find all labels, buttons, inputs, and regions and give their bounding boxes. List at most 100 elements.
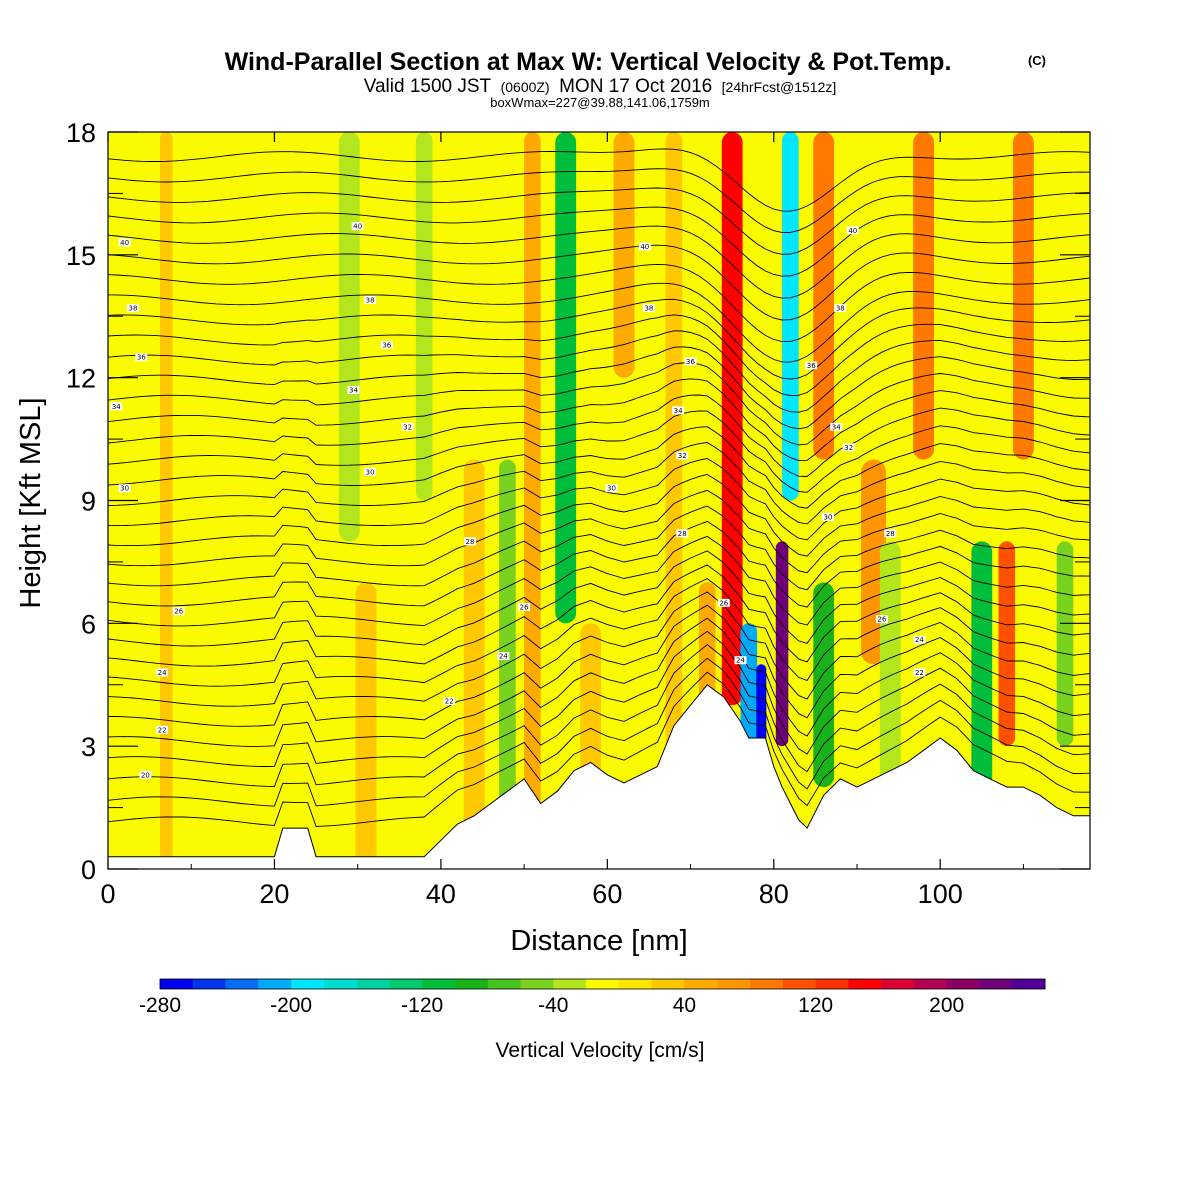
contour-label: 26 — [877, 616, 886, 624]
contour-label: 40 — [640, 243, 649, 251]
w-feature — [415, 132, 433, 501]
valid-date: MON 17 Oct 2016 — [559, 76, 712, 97]
contour-label-bg — [139, 770, 152, 779]
w-feature — [665, 132, 683, 869]
theta-contour — [108, 168, 1090, 233]
contour-label-bg — [464, 537, 476, 546]
theta-contour — [108, 550, 1090, 647]
colorbar-swatch — [291, 979, 325, 989]
colorbar-swatch — [1012, 979, 1046, 989]
theta-contour — [108, 505, 1090, 591]
theta-contour — [108, 330, 1090, 413]
y-tick-label: 9 — [81, 487, 96, 517]
colorbar-tick-label: -40 — [538, 994, 568, 1017]
colorbar-title: Vertical Velocity [cm/s] — [496, 1039, 705, 1062]
w-feature — [613, 132, 635, 378]
contour-label-bg — [380, 340, 393, 349]
x-tick-label: 100 — [918, 879, 963, 909]
colorbar-swatch — [881, 979, 915, 989]
contour-label-bg — [135, 353, 148, 362]
contour-label-bg — [830, 422, 843, 431]
w-feature — [861, 459, 887, 665]
contour-label-bg — [156, 725, 169, 734]
chart-title: Wind-Parallel Section at Max W: Vertical… — [225, 48, 952, 76]
contour-label: 34 — [832, 423, 841, 431]
contour-label: 36 — [807, 362, 816, 370]
contour-label: 34 — [349, 387, 358, 395]
contour-label: 36 — [137, 354, 146, 362]
plot-area: 40 40 40 40 38 38 38 38 36 36 36 36 34 34 34 34 32 32 32 30… — [108, 132, 1090, 869]
theta-contour — [108, 244, 1090, 321]
contour-label-bg — [884, 529, 897, 538]
colorbar-tick-label: 120 — [798, 994, 833, 1017]
contour-label-bg — [642, 304, 655, 313]
colorbar-swatch — [750, 979, 784, 989]
theta-contour — [108, 604, 1090, 727]
contour-label: 38 — [366, 296, 375, 304]
x-tick-label: 80 — [759, 879, 789, 909]
contour-label: 22 — [915, 669, 924, 677]
contour-label-bg — [842, 443, 855, 452]
theta-contour — [108, 564, 1090, 667]
colorbar-swatch — [356, 979, 390, 989]
w-feature — [813, 132, 835, 460]
contour-label-bg — [497, 652, 510, 661]
colorbar-swatch — [323, 979, 357, 989]
theta-contour — [108, 314, 1090, 397]
colorbar-swatch — [160, 979, 194, 989]
w-feature — [775, 541, 789, 747]
contour-label: 26 — [520, 604, 529, 612]
contour-label: 40 — [353, 223, 362, 231]
w-feature — [355, 582, 377, 869]
theta-contour — [108, 410, 1090, 493]
colorbar-swatch — [225, 979, 259, 989]
theta-contour — [108, 187, 1090, 255]
contour-label-bg — [110, 402, 123, 411]
contour-label-bg — [676, 529, 689, 538]
w-feature — [160, 132, 173, 869]
theta-contour — [108, 282, 1090, 363]
colorbar-frame — [159, 978, 1046, 990]
theta-contour — [108, 644, 1090, 787]
contour-label: 38 — [129, 305, 138, 313]
contour-label: 28 — [886, 530, 895, 538]
contour-label-bg — [734, 656, 747, 665]
theta-contour — [108, 578, 1090, 687]
contour-label-bg — [605, 484, 618, 493]
contour-label-bg — [364, 295, 377, 304]
colorbar-tick-label: -120 — [401, 994, 443, 1017]
w-feature — [555, 132, 577, 624]
contour-label-bg — [913, 668, 926, 677]
contour-label-bg — [913, 635, 926, 644]
contour-label: 28 — [678, 530, 687, 538]
contour-label: 32 — [844, 444, 853, 452]
colorbar-tick-label: -200 — [270, 994, 312, 1017]
theta-contour — [108, 298, 1090, 380]
valid-time: Valid 1500 JST — [364, 76, 492, 97]
theta-contour — [108, 206, 1090, 277]
theta-contour — [108, 378, 1090, 462]
boxwmax-info: boxWmax=227@39.88,141.06,1759m — [490, 95, 710, 110]
colorbar-tick-label: -280 — [139, 994, 181, 1017]
colorbar-swatch — [717, 979, 751, 989]
contour-label-bg — [672, 406, 685, 415]
y-tick-label: 3 — [81, 732, 96, 762]
colorbar-swatch — [553, 979, 587, 989]
w-feature — [463, 459, 485, 869]
contour-label-bg — [717, 598, 730, 607]
contour-label: 20 — [141, 771, 150, 779]
y-tick-label: 12 — [66, 364, 96, 394]
vertical-velocity-field — [160, 132, 1074, 869]
contour-label: 38 — [836, 305, 845, 313]
colorbar-swatch — [192, 979, 226, 989]
contour-label: 30 — [120, 485, 129, 493]
valid-utc: (0600Z) — [501, 79, 550, 95]
theta-contour — [108, 458, 1090, 541]
contour-label: 36 — [686, 358, 695, 366]
theta-contour — [108, 657, 1090, 807]
contour-label: 34 — [112, 403, 121, 411]
x-axis: 0 20 40 60 80 100 — [100, 132, 1024, 909]
contour-label-bg — [127, 304, 139, 313]
x-tick-label: 40 — [426, 879, 456, 909]
contour-label-bg — [518, 603, 531, 611]
